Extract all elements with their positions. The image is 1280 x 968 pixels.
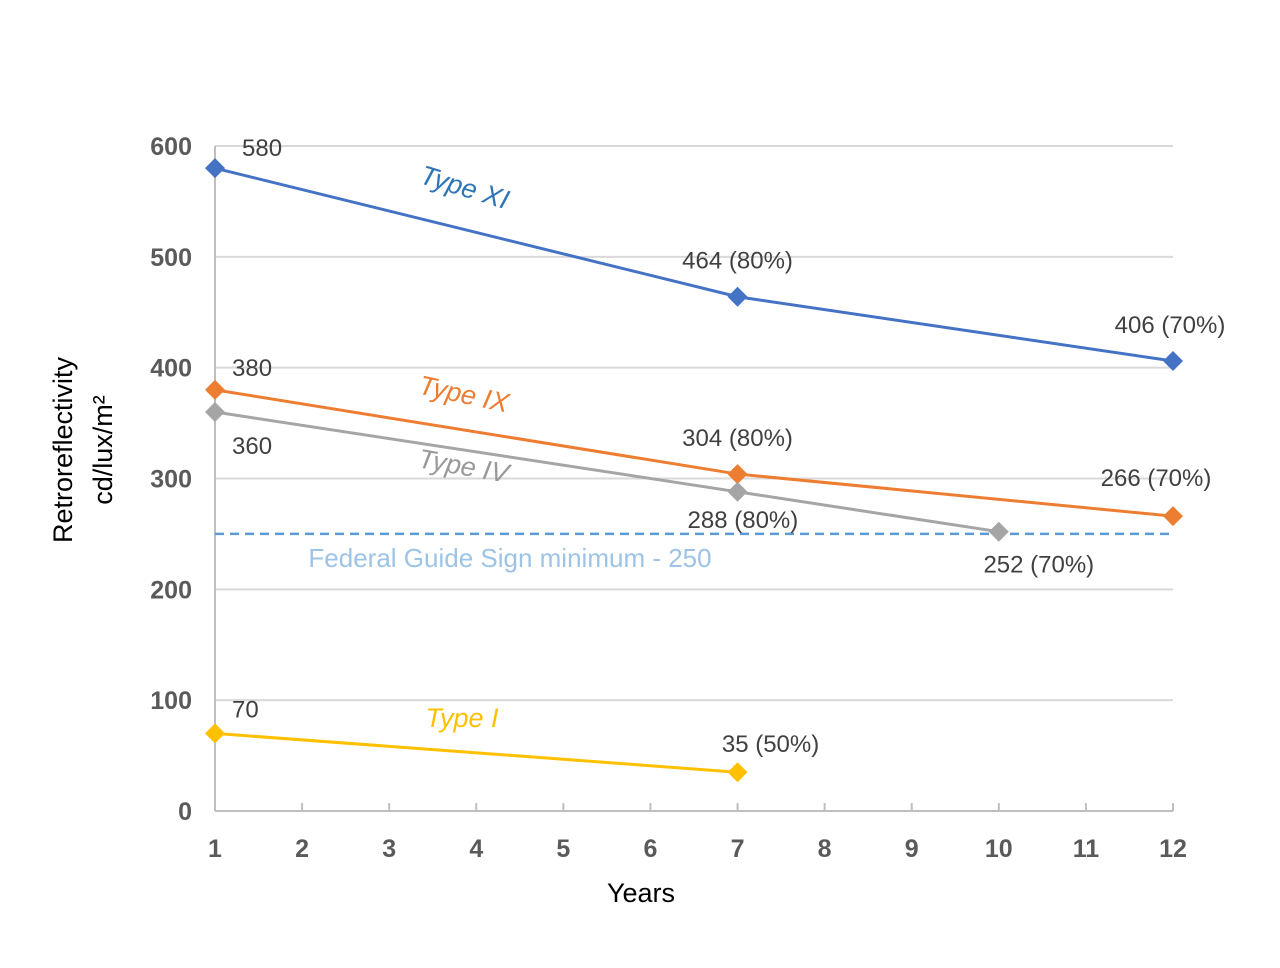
data-point-type-ix-12 bbox=[1163, 506, 1183, 527]
data-point-type-ix-1 bbox=[205, 379, 225, 400]
series-name-label-type-ix: Type IX bbox=[416, 370, 512, 418]
x-tick-label-6: 6 bbox=[644, 835, 658, 863]
y-axis-units: cd/lux/m² bbox=[88, 395, 118, 505]
data-label-type-i-1: 70 bbox=[232, 696, 259, 723]
x-tick-label-3: 3 bbox=[382, 835, 396, 863]
x-tick-label-12: 12 bbox=[1159, 835, 1187, 863]
series-group bbox=[205, 158, 1183, 783]
y-tick-label-600: 600 bbox=[150, 133, 192, 161]
data-point-type-xi-7 bbox=[727, 286, 748, 307]
x-tick-label-8: 8 bbox=[818, 835, 832, 863]
reference-line-group: Federal Guide Sign minimum - 250 bbox=[215, 532, 1173, 573]
data-label-type-ix-12: 266 (70%) bbox=[1101, 465, 1212, 492]
y-axis-title: Retroreflectivity bbox=[48, 356, 78, 543]
data-label-type-xi-1: 580 bbox=[242, 135, 282, 162]
data-point-type-i-7 bbox=[727, 762, 748, 783]
data-label-type-ix-1: 380 bbox=[232, 355, 272, 382]
series-line-type-iv bbox=[214, 410, 1000, 534]
y-tick-label-0: 0 bbox=[178, 798, 192, 826]
data-point-type-iv-1 bbox=[205, 402, 225, 422]
x-tick-label-7: 7 bbox=[731, 835, 745, 863]
y-tick-label-400: 400 bbox=[150, 355, 192, 383]
data-label-type-ix-7: 304 (80%) bbox=[682, 425, 793, 452]
y-tick-label-200: 200 bbox=[150, 576, 192, 604]
x-tick-label-1: 1 bbox=[208, 835, 222, 863]
series-name-label-type-i: Type I bbox=[425, 703, 499, 733]
x-tick-label-10: 10 bbox=[985, 835, 1013, 863]
data-labels-group: 580 464 (80%) 406 (70%) Type XI 380 304 (80%)… bbox=[232, 135, 1225, 758]
y-tick-label-300: 300 bbox=[150, 466, 192, 494]
data-point-type-ix-7 bbox=[727, 464, 748, 485]
data-point-type-iv-7 bbox=[727, 481, 748, 502]
data-label-type-xi-7: 464 (80%) bbox=[682, 248, 793, 275]
series-name-label-type-iv: Type IV bbox=[416, 443, 514, 489]
data-point-type-i-1 bbox=[205, 723, 225, 744]
data-point-type-xi-12 bbox=[1163, 351, 1183, 372]
y-tick-label-100: 100 bbox=[150, 687, 192, 715]
series-name-label-type-xi: Type XI bbox=[417, 160, 513, 215]
data-label-type-iv-10: 252 (70%) bbox=[983, 552, 1094, 579]
x-tick-label-2: 2 bbox=[295, 835, 309, 863]
data-label-type-iv-7: 288 (80%) bbox=[688, 507, 799, 534]
data-label-type-xi-12: 406 (70%) bbox=[1115, 312, 1226, 339]
x-tick-label-4: 4 bbox=[469, 835, 483, 863]
data-label-type-iv-1: 360 bbox=[232, 433, 272, 460]
reference-line-label: Federal Guide Sign minimum - 250 bbox=[308, 543, 711, 573]
series-line-type-ix bbox=[214, 388, 1174, 518]
data-point-type-iv-10 bbox=[988, 521, 1009, 542]
y-tick-label-500: 500 bbox=[150, 244, 192, 272]
data-point-type-xi-1 bbox=[205, 158, 225, 179]
x-tick-label-9: 9 bbox=[905, 835, 919, 863]
series-line-type-i bbox=[214, 731, 738, 774]
x-tick-labels: 1 2 3 4 5 6 7 8 9 10 11 12 bbox=[208, 835, 1187, 863]
y-tick-labels: 0 100 200 300 400 500 600 bbox=[150, 133, 192, 826]
axes bbox=[214, 146, 1174, 812]
gridlines bbox=[215, 145, 1173, 702]
x-tick-label-5: 5 bbox=[556, 835, 570, 863]
x-tick-label-11: 11 bbox=[1073, 835, 1100, 863]
x-axis-title: Years bbox=[607, 878, 675, 908]
data-label-type-i-7: 35 (50%) bbox=[722, 731, 819, 758]
